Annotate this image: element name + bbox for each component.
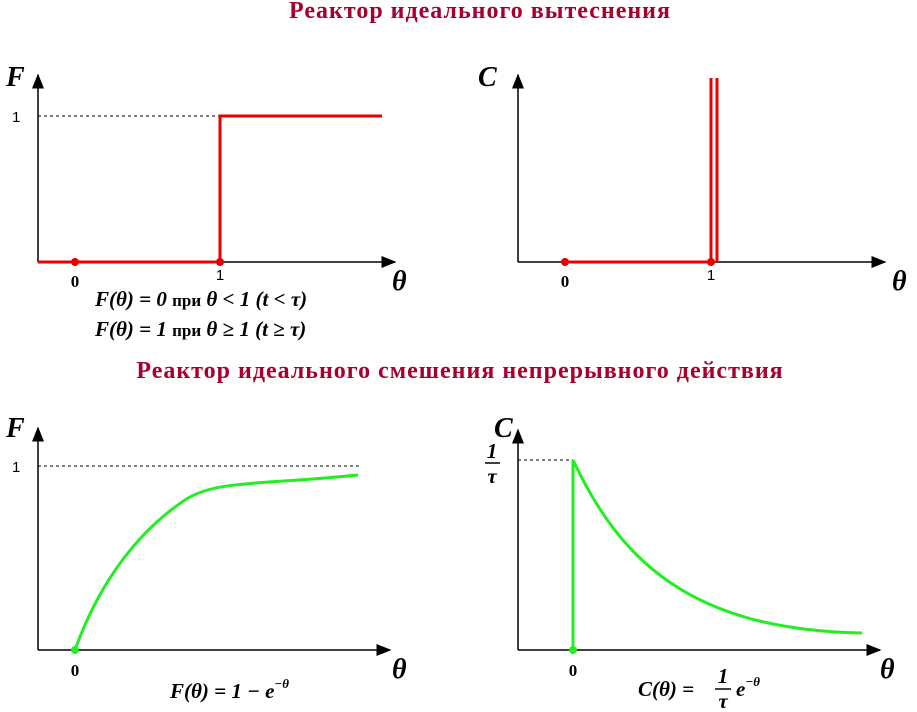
panel: C θ 0 1 bbox=[478, 62, 907, 297]
x-tick: 1 bbox=[216, 267, 224, 284]
dot bbox=[71, 646, 79, 654]
curve bbox=[565, 78, 719, 264]
x-tick: 1 bbox=[707, 267, 715, 284]
formula: e−θ bbox=[736, 674, 760, 701]
dot bbox=[707, 258, 715, 266]
x-tick: 0 bbox=[561, 272, 570, 291]
panel: C θ 1 τ 0 C(θ) = 1 τ e−θ bbox=[485, 413, 895, 712]
x-tick: 0 bbox=[71, 272, 80, 291]
dot bbox=[561, 258, 569, 266]
y-label: C bbox=[478, 62, 497, 93]
x-label: θ bbox=[392, 654, 407, 685]
formula: 1 bbox=[718, 664, 729, 688]
formula: F(θ) = 0 при θ < 1 (t < τ) bbox=[94, 287, 307, 311]
formula: F(θ) = 1 − e−θ bbox=[169, 676, 289, 703]
y-tick: 1 bbox=[12, 109, 20, 126]
x-label: θ bbox=[880, 654, 895, 685]
panel: F θ 1 0 F(θ) = 1 − e−θ bbox=[5, 413, 407, 703]
y-label: F bbox=[5, 413, 25, 444]
formula: C(θ) = bbox=[638, 677, 694, 701]
formula: τ bbox=[718, 689, 728, 712]
dot bbox=[569, 646, 577, 654]
curve bbox=[38, 114, 382, 264]
x-tick: 0 bbox=[71, 661, 80, 680]
curve bbox=[73, 473, 359, 651]
y-label: C bbox=[494, 413, 513, 444]
title: Реактор идеального смешения непрерывного… bbox=[136, 358, 783, 384]
y-label: F bbox=[5, 62, 25, 93]
y-tick: τ bbox=[487, 464, 497, 488]
dot bbox=[71, 258, 79, 266]
title: Реактор идеального вытеснения bbox=[289, 0, 671, 24]
y-tick: 1 bbox=[12, 459, 20, 476]
x-tick: 0 bbox=[569, 661, 578, 680]
panel: F θ 1 0 1 F(θ) = 0 при θ < 1 (t < τ) F(θ… bbox=[5, 62, 407, 341]
formula: F(θ) = 1 при θ ≥ 1 (t ≥ τ) bbox=[94, 317, 306, 341]
dot bbox=[216, 258, 224, 266]
x-label: θ bbox=[892, 266, 907, 297]
y-tick: 1 bbox=[487, 439, 498, 463]
curve bbox=[571, 459, 863, 650]
x-label: θ bbox=[392, 266, 407, 297]
